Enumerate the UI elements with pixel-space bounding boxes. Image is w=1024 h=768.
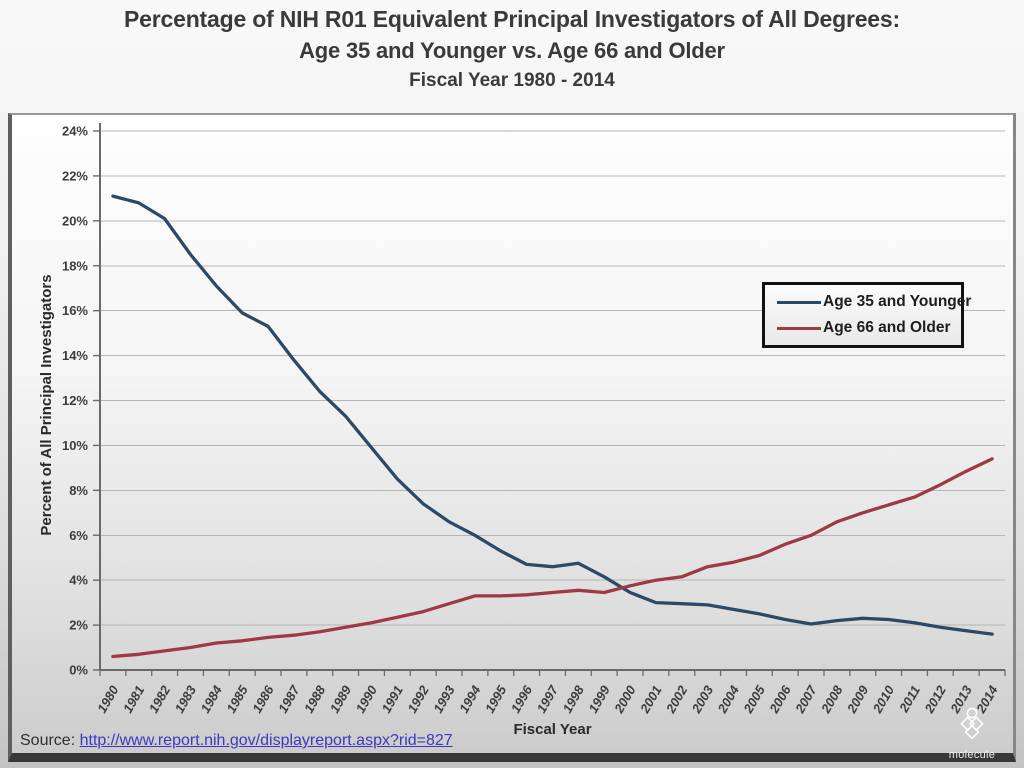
y-tick-label: 6% bbox=[69, 528, 88, 543]
x-axis-title: Fiscal Year bbox=[513, 721, 592, 738]
chart-title: Percentage of NIH R01 Equivalent Princip… bbox=[0, 4, 1024, 94]
x-tick-label: 1987 bbox=[275, 682, 303, 715]
x-tick-label: 2008 bbox=[818, 682, 846, 716]
x-tick-label: 2009 bbox=[843, 682, 871, 716]
legend-label: Age 66 and Older bbox=[823, 319, 951, 336]
legend-item: Age 66 and Older bbox=[777, 319, 955, 337]
chart-plot: 0%2%4%6%8%10%12%14%16%18%20%22%24%198019… bbox=[62, 123, 1006, 716]
legend: Age 35 and Younger Age 66 and Older bbox=[762, 282, 971, 348]
series-line-age-35-and-younger bbox=[111, 194, 994, 636]
x-tick-label: 2010 bbox=[869, 682, 897, 716]
x-tick-label: 1991 bbox=[379, 683, 406, 716]
x-tick-label: 1983 bbox=[172, 682, 200, 715]
x-tick-label: 1981 bbox=[120, 683, 147, 716]
x-tick-label: 1980 bbox=[94, 682, 122, 715]
x-tick-label: 1992 bbox=[404, 682, 432, 715]
x-tick-label: 1993 bbox=[430, 682, 458, 715]
x-tick-label: 2005 bbox=[740, 682, 768, 716]
molecule-icon bbox=[960, 707, 984, 740]
x-tick-label: 1989 bbox=[327, 682, 355, 715]
molecule-label: molecule bbox=[948, 749, 996, 761]
x-tick-label: 1998 bbox=[560, 682, 588, 715]
x-tick-label: 2003 bbox=[688, 682, 716, 716]
x-tick-label: 2002 bbox=[662, 682, 690, 716]
x-tick-label: 1985 bbox=[223, 682, 251, 715]
molecule-logo: molecule bbox=[940, 706, 1004, 761]
x-tick-label: 2001 bbox=[637, 683, 665, 716]
gridlines bbox=[100, 130, 1005, 626]
y-axis-ticks bbox=[93, 130, 100, 671]
x-axis-labels: 1980198119821983198419851986198719881989… bbox=[94, 682, 1001, 716]
x-tick-label: 2007 bbox=[792, 682, 820, 716]
y-tick-label: 8% bbox=[69, 483, 88, 498]
x-tick-label: 1995 bbox=[482, 682, 510, 715]
y-axis-labels: 0% 2% 4% 6% 8% 10% 12% 14% 16% 18% 20% 22% 24% bbox=[62, 124, 88, 678]
y-tick-label: 2% bbox=[69, 618, 88, 633]
y-tick-label: 0% bbox=[69, 663, 88, 678]
x-tick-label: 1994 bbox=[456, 682, 484, 715]
y-tick-label: 4% bbox=[69, 573, 88, 588]
x-tick-label: 2011 bbox=[896, 683, 923, 716]
chart-area: 0% 2% 4% 6% 8% 10% 12% 14% 16% 18% 20% 22% 24% 1980 19… bbox=[8, 113, 1016, 762]
x-tick-label: 1999 bbox=[585, 682, 613, 715]
x-tick-label: 1982 bbox=[146, 682, 174, 715]
y-tick-label: 14% bbox=[62, 348, 88, 363]
chart-title-line3: Fiscal Year 1980 - 2014 bbox=[409, 70, 615, 91]
series-line-age-66-and-older bbox=[111, 457, 994, 659]
legend-item: Age 35 and Younger bbox=[777, 293, 971, 311]
y-tick-label: 12% bbox=[62, 393, 88, 408]
chart-title-line1: Percentage of NIH R01 Equivalent Princip… bbox=[124, 6, 900, 32]
y-tick-label: 18% bbox=[62, 258, 88, 273]
x-tick-label: 1990 bbox=[353, 682, 381, 715]
x-tick-label: 1984 bbox=[198, 682, 226, 715]
chart-title-line2: Age 35 and Younger vs. Age 66 and Older bbox=[299, 38, 725, 63]
legend-label: Age 35 and Younger bbox=[823, 293, 972, 310]
x-tick-label: 1986 bbox=[249, 682, 277, 715]
y-tick-label: 24% bbox=[62, 124, 88, 139]
y-tick-label: 20% bbox=[62, 213, 88, 228]
source-line: Source: http://www.report.nih.gov/displa… bbox=[20, 732, 453, 750]
x-tick-label: 2006 bbox=[766, 682, 794, 716]
legend-line-swatch bbox=[777, 326, 821, 330]
source-label: Source: bbox=[20, 732, 76, 749]
source-link[interactable]: http://www.report.nih.gov/displayreport.… bbox=[79, 732, 453, 749]
legend-line-swatch bbox=[777, 300, 821, 304]
x-tick-label: 1997 bbox=[534, 682, 562, 715]
y-tick-label: 16% bbox=[62, 303, 88, 318]
x-tick-label: 2000 bbox=[611, 682, 639, 716]
y-tick-label: 10% bbox=[62, 438, 88, 453]
y-tick-label: 22% bbox=[62, 168, 88, 183]
x-tick-label: 2004 bbox=[714, 682, 742, 716]
y-axis-title: Percent of All Principal Investigators bbox=[38, 274, 55, 536]
x-tick-label: 1996 bbox=[508, 682, 536, 715]
x-tick-label: 1988 bbox=[301, 682, 329, 715]
x-axis-ticks bbox=[99, 670, 1006, 676]
